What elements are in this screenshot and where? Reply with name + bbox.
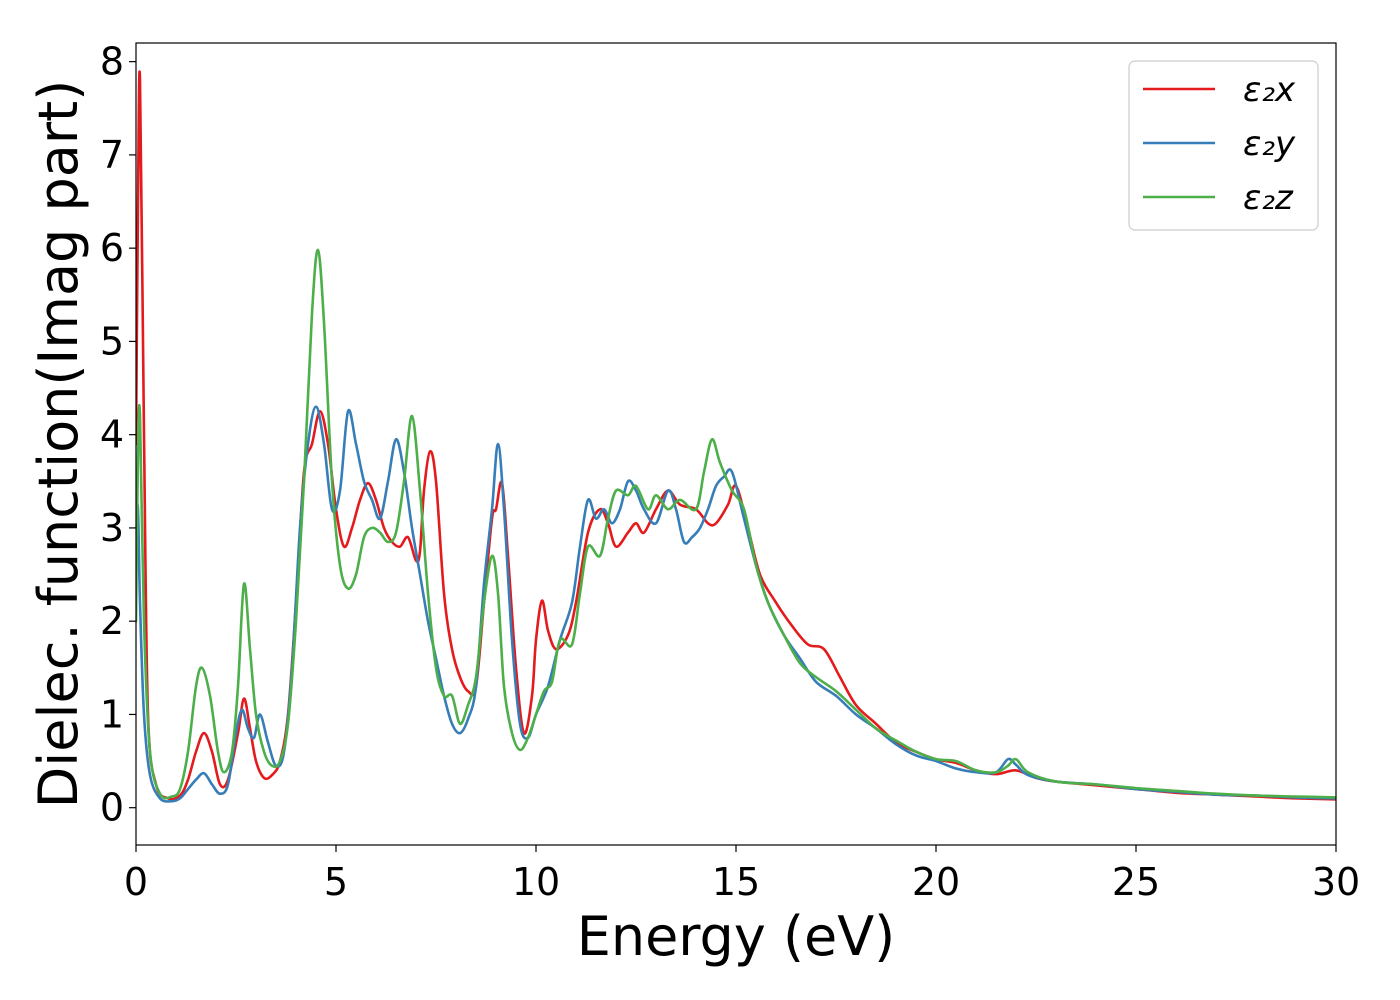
x-axis-ticks: 0 5 10 15 20 25 30 — [124, 845, 1360, 904]
y-tick-label: 8 — [100, 40, 124, 84]
y-axis-ticks: 0 1 2 3 4 5 6 7 8 — [100, 40, 136, 830]
x-tick-label: 20 — [912, 860, 960, 904]
x-tick-label: 30 — [1312, 860, 1360, 904]
legend: ε₂x ε₂y ε₂z — [1128, 60, 1319, 231]
y-tick-label: 3 — [100, 506, 124, 550]
x-tick-label: 0 — [124, 860, 148, 904]
legend-label-1: ε₂x — [1243, 70, 1296, 110]
y-tick-label: 7 — [100, 133, 124, 177]
x-tick-label: 10 — [512, 860, 560, 904]
x-tick-label: 15 — [712, 860, 760, 904]
x-tick-label: 25 — [1112, 860, 1160, 904]
legend-box — [1128, 60, 1319, 231]
series-line-3 — [136, 248, 1336, 800]
legend-label-3: ε₂z — [1243, 178, 1294, 218]
y-tick-label: 0 — [100, 786, 124, 830]
legend-label-2: ε₂y — [1243, 124, 1296, 164]
y-tick-label: 1 — [100, 692, 124, 736]
series-line-2 — [136, 405, 1336, 803]
y-tick-label: 5 — [100, 319, 124, 363]
y-tick-label: 4 — [100, 413, 124, 457]
y-tick-label: 2 — [100, 599, 124, 643]
y-tick-label: 6 — [100, 226, 124, 270]
plot-lines — [136, 70, 1336, 803]
x-tick-label: 5 — [324, 860, 348, 904]
x-axis-title: Energy (eV) — [577, 905, 896, 968]
y-axis-title: Dielec. function(Imag part) — [27, 80, 90, 809]
